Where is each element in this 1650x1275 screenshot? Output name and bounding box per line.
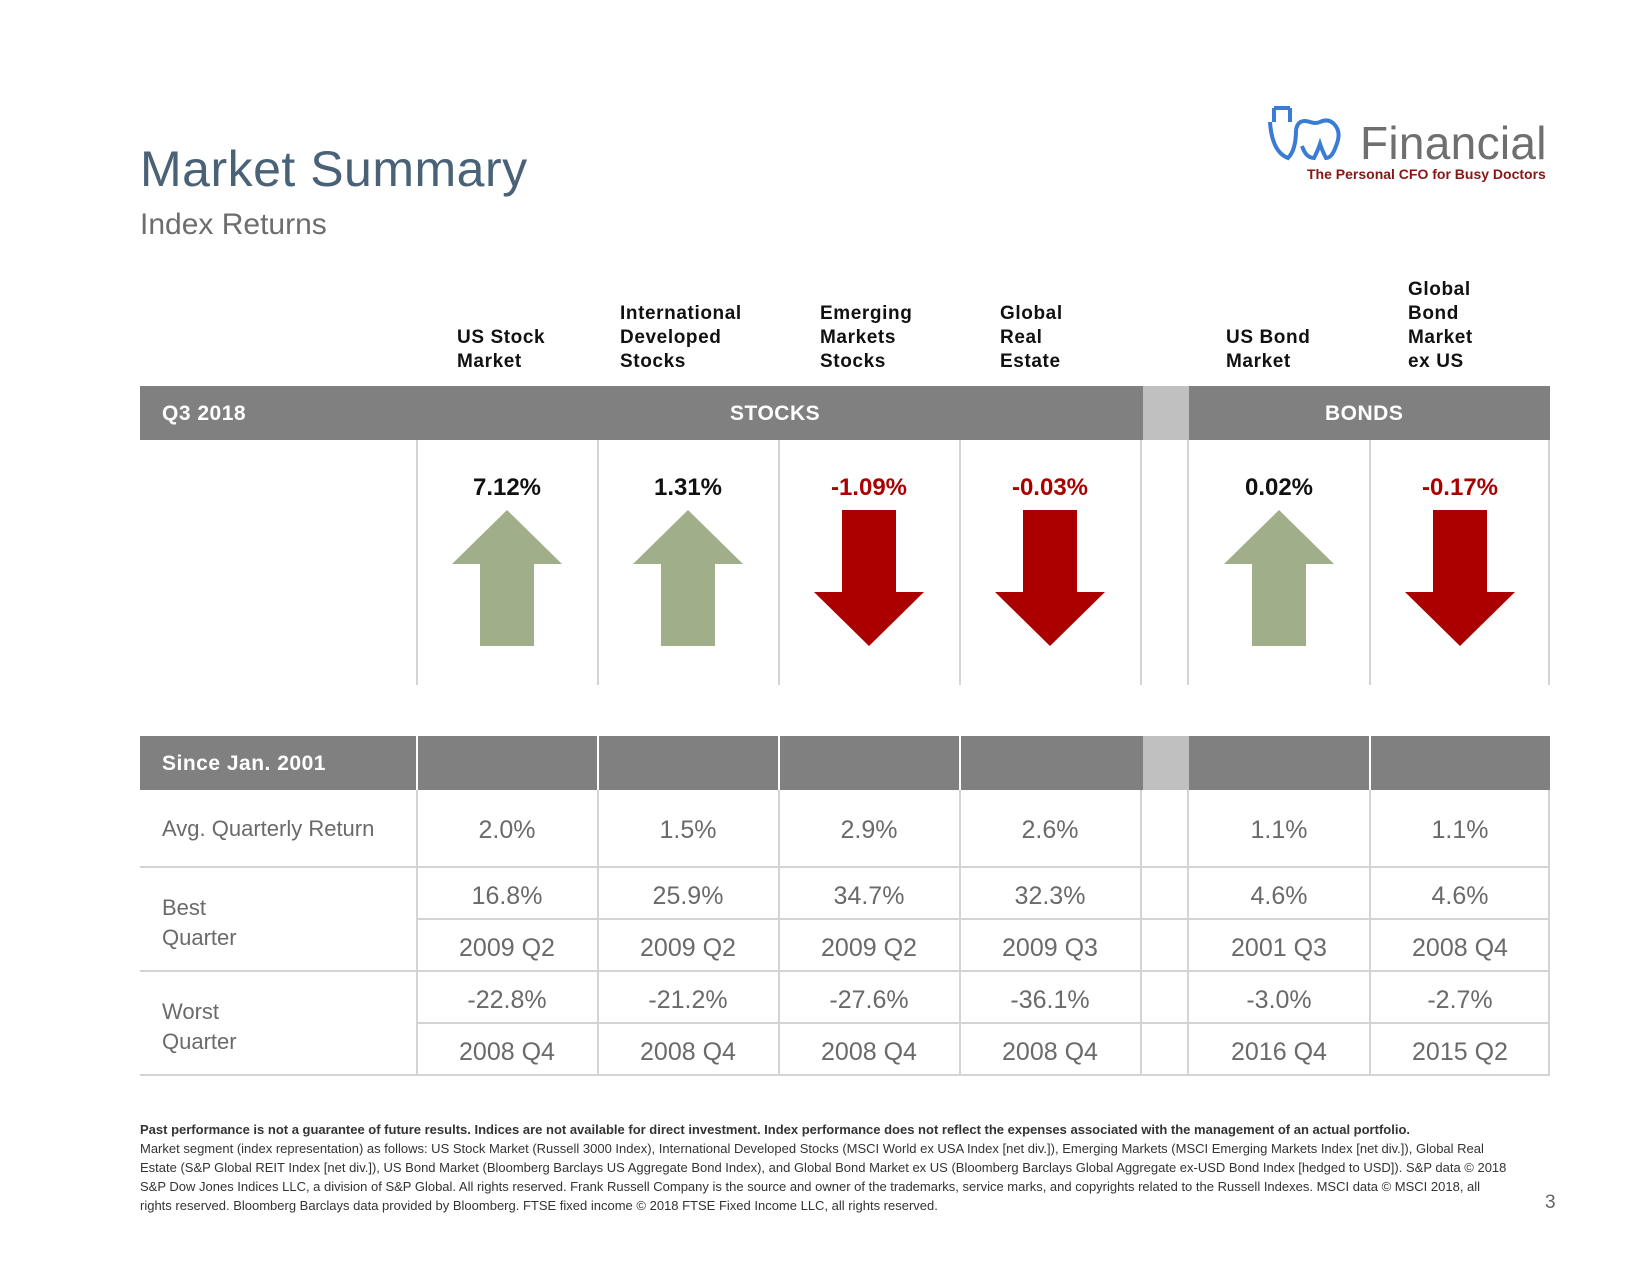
band-separator [959,736,961,790]
best-row-label: Best Quarter [162,895,237,950]
quarter-band-gap [1143,386,1189,440]
quarter-stocks-band [140,386,1143,440]
logo-wordmark: Financial [1360,117,1547,169]
since-stocks-band [140,736,1143,790]
quarter-return-value: -1.09% [830,474,908,501]
column-divider [1187,440,1189,685]
quarter-return-value: -0.03% [1011,474,1089,501]
quarter-return-value: 7.12% [472,474,542,501]
disclaimer: Past performance is not a guarantee of f… [140,1120,1510,1215]
column-divider [1140,790,1142,1076]
quarter-label: Q3 2018 [162,402,247,425]
quarter-return-value: 1.31% [653,474,723,501]
column-divider [959,440,961,685]
down-arrow-icon [814,510,924,646]
column-header: US Bond Market [1226,327,1311,372]
quarter-return-value: -0.17% [1421,474,1499,501]
row-divider [140,970,1550,972]
avg-return-cell: 1.1% [1250,816,1308,844]
column-header: Global Bond Market ex US [1408,279,1473,372]
column-divider [1140,440,1142,685]
column-divider [1548,440,1550,685]
row-divider [140,866,1550,868]
down-arrow-icon [1405,510,1515,646]
best-quarter-date: 2009 Q2 [640,934,736,962]
logo-tagline: The Personal CFO for Busy Doctors [1307,166,1546,182]
page-subtitle: Index Returns [140,208,327,241]
worst-quarter-value: -3.0% [1246,986,1312,1014]
column-header: Global Real Estate [1000,303,1063,372]
best-quarter-date: 2009 Q2 [459,934,555,962]
column-divider [1548,790,1550,1076]
avg-return-cell: 2.0% [478,816,536,844]
bonds-label: BONDS [1325,402,1404,425]
avg-row-label: Avg. Quarterly Return [162,816,375,841]
column-divider [416,790,418,1076]
worst-quarter-date: 2015 Q2 [1412,1038,1508,1066]
tooth-stethoscope-icon [1268,106,1341,161]
column-divider [597,440,599,685]
quarter-bonds-band [1189,386,1550,440]
avg-return-cell: 2.6% [1021,816,1079,844]
worst-quarter-date: 2008 Q4 [459,1038,555,1066]
up-arrow-icon [633,510,743,646]
up-arrow-icon [1224,510,1334,646]
best-quarter-value: 25.9% [652,882,724,910]
row-divider [416,918,1550,920]
column-header: US Stock Market [457,327,546,372]
stocks-label: STOCKS [730,402,821,425]
band-separator [597,736,599,790]
avg-return-cell: 1.5% [659,816,717,844]
worst-quarter-value: -2.7% [1427,986,1493,1014]
best-quarter-value: 32.3% [1014,882,1086,910]
column-header: International Developed Stocks [620,303,742,372]
page-number: 3 [1545,1192,1556,1213]
worst-quarter-value: -21.2% [648,986,728,1014]
column-header: Emerging Markets Stocks [820,303,913,372]
disclaimer-body: Market segment (index representation) as… [140,1141,1507,1213]
worst-quarter-date: 2008 Q4 [821,1038,917,1066]
band-separator [1369,736,1371,790]
avg-return-cell: 1.1% [1431,816,1489,844]
page-title: Market Summary [140,141,528,197]
best-quarter-value: 4.6% [1250,882,1308,910]
worst-quarter-value: -22.8% [467,986,547,1014]
column-divider [1187,790,1189,1076]
worst-row-label: Worst Quarter [162,999,237,1054]
quarter-return-value: 0.02% [1244,474,1314,501]
up-arrow-icon [452,510,562,646]
best-quarter-date: 2001 Q3 [1231,934,1327,962]
band-separator [778,736,780,790]
column-divider [597,790,599,1076]
worst-quarter-date: 2008 Q4 [1002,1038,1098,1066]
row-divider [416,1022,1550,1024]
best-quarter-date: 2009 Q2 [821,934,917,962]
down-arrow-icon [995,510,1105,646]
column-divider [778,790,780,1076]
best-quarter-value: 4.6% [1431,882,1489,910]
best-quarter-date: 2009 Q3 [1002,934,1098,962]
row-divider [140,1074,1550,1076]
column-divider [959,790,961,1076]
worst-quarter-value: -27.6% [829,986,909,1014]
best-quarter-date: 2008 Q4 [1412,934,1508,962]
since-label: Since Jan. 2001 [162,752,326,775]
column-divider [1369,790,1371,1076]
column-divider [416,440,418,685]
disclaimer-bold: Past performance is not a guarantee of f… [140,1122,1410,1137]
band-separator [416,736,418,790]
best-quarter-value: 16.8% [471,882,543,910]
worst-quarter-date: 2008 Q4 [640,1038,736,1066]
column-divider [778,440,780,685]
avg-return-cell: 2.9% [840,816,898,844]
worst-quarter-date: 2016 Q4 [1231,1038,1327,1066]
since-band-gap [1143,736,1189,790]
worst-quarter-value: -36.1% [1010,986,1090,1014]
column-divider [1369,440,1371,685]
best-quarter-value: 34.7% [833,882,905,910]
company-logo: Financial The Personal CFO for Busy Doct… [1262,96,1546,186]
